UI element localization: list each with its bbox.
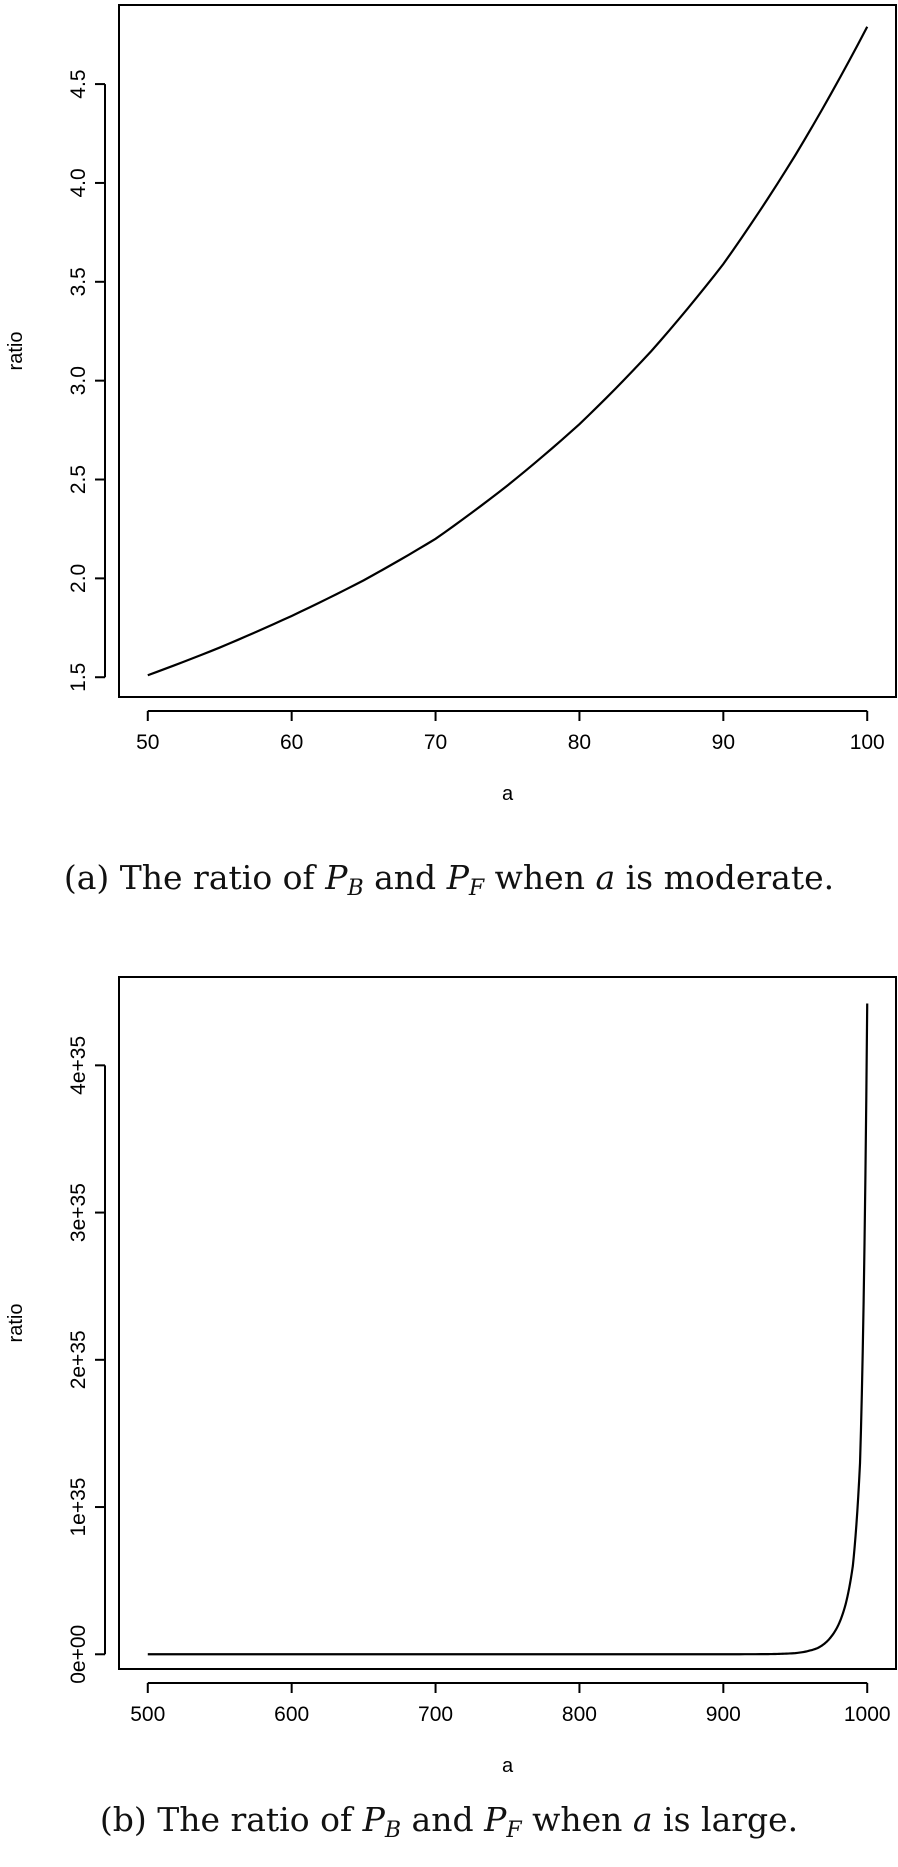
x-axis-title: a	[502, 1755, 514, 1777]
y-tick-label: 2e+35	[67, 1330, 90, 1389]
ratio-chart-large: 500 600 700 800 900 1000 0e+00 1e+35 2e+35 3e+35 4…	[5, 976, 897, 1777]
y-tick-label: 1.5	[67, 663, 90, 692]
y-tick-label: 4.5	[67, 69, 90, 98]
x-tick-label: 100	[850, 731, 885, 754]
chart-panel-large: 500 600 700 800 900 1000 0e+00 1e+35 2e+35 3e+35 4…	[0, 965, 898, 1867]
y-tick-label: 1e+35	[67, 1478, 90, 1537]
y-tick-label: 0e+00	[67, 1625, 90, 1684]
y-tick-label: 3.5	[67, 267, 90, 296]
series-line	[147, 1003, 869, 1656]
x-tick-label: 800	[562, 1703, 597, 1726]
x-tick-label: 600	[274, 1703, 309, 1726]
x-tick-label: 700	[418, 1703, 453, 1726]
plot-frame	[118, 4, 897, 698]
x-tick-label: 50	[136, 731, 159, 754]
caption-large: (b) The ratio of PB and PF when a is lar…	[99, 1800, 799, 1843]
x-tick-label: 70	[424, 731, 447, 754]
y-axis-title: ratio	[5, 1304, 27, 1343]
chart-panel-moderate: 50 60 70 80 90 100 1.5 2.0 2.5 3.0 3.5 4.0 4.5 a ratio…	[0, 0, 898, 901]
y-axis-title: ratio	[5, 332, 27, 371]
ratio-chart-moderate: 50 60 70 80 90 100 1.5 2.0 2.5 3.0 3.5 4.0 4.5 a ratio	[5, 4, 897, 805]
x-tick-label: 900	[706, 1703, 741, 1726]
x-tick-label: 1000	[844, 1703, 891, 1726]
x-tick-label: 500	[130, 1703, 165, 1726]
y-tick-label: 2.5	[67, 465, 90, 494]
y-tick-label: 4.0	[67, 168, 90, 197]
x-axis-title: a	[502, 783, 514, 805]
x-tick-label: 60	[280, 731, 303, 754]
caption-moderate: (a) The ratio of PB and PF when a is mod…	[63, 858, 835, 901]
plot-frame	[118, 976, 897, 1670]
y-tick-label: 2.0	[67, 564, 90, 593]
y-tick-label: 3.0	[67, 366, 90, 395]
y-tick-label: 3e+35	[67, 1183, 90, 1242]
y-tick-label: 4e+35	[67, 1036, 90, 1095]
series-line	[147, 26, 869, 677]
x-tick-label: 80	[568, 731, 591, 754]
x-tick-label: 90	[712, 731, 735, 754]
